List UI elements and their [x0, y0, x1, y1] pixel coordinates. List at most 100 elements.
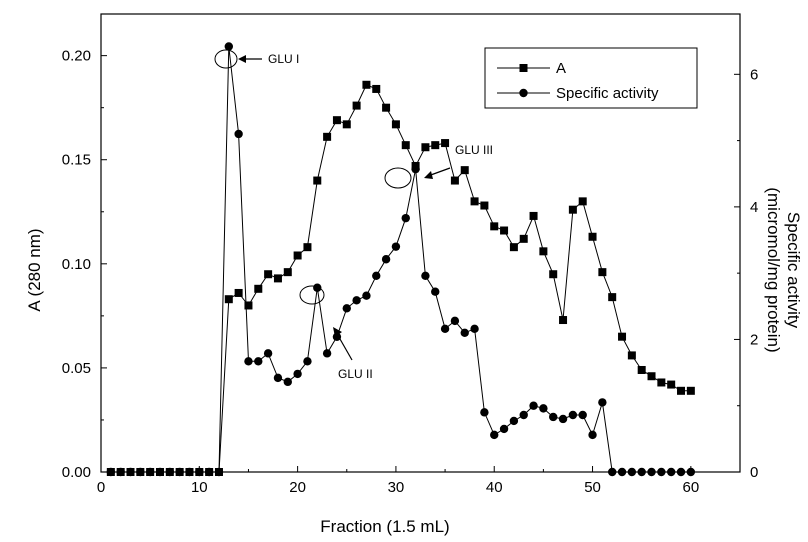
data-point-square [323, 132, 332, 141]
data-point-circle [214, 467, 224, 477]
glu-i-label: GLU I [268, 52, 299, 66]
data-point-square [273, 274, 282, 283]
glu-iii-label: GLU III [455, 143, 493, 157]
y-right-tick-label: 0 [750, 464, 758, 481]
data-point-circle [657, 467, 666, 477]
data-point-square [283, 268, 292, 277]
data-point-square [647, 372, 656, 381]
data-point-square [244, 301, 253, 310]
data-point-circle [637, 467, 646, 477]
data-point-circle [627, 467, 637, 477]
data-point-circle [352, 296, 361, 305]
data-point-square [441, 139, 450, 148]
data-point-circle [185, 467, 194, 477]
y-right-tick-label: 2 [750, 331, 758, 348]
data-point-circle [608, 467, 617, 477]
data-point-square [529, 211, 538, 220]
data-point-circle [549, 412, 558, 422]
y-right-tick-label: 6 [750, 66, 758, 83]
data-point-circle [490, 430, 499, 440]
data-point-square [352, 101, 361, 110]
plot-frame [100, 13, 741, 473]
data-point-circle [313, 283, 322, 292]
x-tick-label: 30 [388, 479, 405, 496]
data-point-square [332, 116, 341, 125]
data-point-circle [195, 467, 204, 477]
data-point-circle [244, 357, 253, 366]
x-tick-label: 50 [584, 479, 601, 496]
data-point-circle [450, 316, 460, 326]
data-point-square [313, 176, 322, 185]
data-point-square [608, 293, 617, 302]
y-left-axis-title: A (280 nm) [25, 228, 44, 311]
data-point-square [264, 270, 273, 279]
data-point-circle [470, 324, 479, 334]
data-point-circle [411, 164, 420, 174]
data-point-circle [421, 271, 430, 281]
series-layer [106, 42, 696, 477]
x-tick-label: 40 [486, 479, 503, 496]
y-right-tick-label: 4 [750, 199, 758, 216]
x-axis-title: Fraction (1.5 mL) [320, 517, 449, 536]
data-point-circle [342, 304, 351, 313]
data-point-circle [431, 287, 440, 296]
y-right-axis-title-line1: Specific activity [784, 212, 803, 329]
data-point-circle [686, 467, 696, 477]
data-point-circle [136, 467, 145, 477]
data-point-square [686, 386, 695, 395]
data-point-square [568, 205, 577, 214]
data-point-square [431, 141, 440, 150]
data-point-circle [617, 467, 627, 477]
data-point-circle [283, 377, 292, 387]
data-point-circle [165, 467, 175, 477]
x-tick-label: 60 [683, 479, 700, 496]
data-point-circle [145, 467, 155, 477]
glu-i-arrowhead [238, 55, 246, 63]
data-point-circle [204, 467, 214, 477]
data-point-circle [116, 467, 125, 477]
data-point-circle [509, 416, 519, 426]
data-point-circle [254, 357, 263, 366]
data-point-circle [519, 410, 528, 420]
data-point-square [342, 120, 351, 129]
data-point-circle [224, 42, 233, 51]
data-point-circle [588, 430, 597, 440]
glu-iii-circle [384, 167, 412, 189]
data-point-square [401, 141, 410, 150]
data-point-square [234, 288, 243, 297]
legend-marker-a [519, 64, 528, 72]
glu-ii-arrowhead [333, 327, 342, 337]
data-point-circle [175, 467, 184, 477]
data-point-square [657, 378, 666, 387]
data-point-square [559, 316, 568, 325]
data-point-circle [381, 255, 391, 264]
data-point-square [421, 143, 430, 152]
data-point-circle [460, 328, 469, 338]
legend-box [484, 47, 698, 109]
data-point-circle [106, 467, 116, 477]
data-point-circle [401, 213, 410, 223]
data-point-square [677, 386, 686, 395]
data-point-square [450, 176, 459, 185]
x-tick-label: 10 [191, 479, 208, 496]
data-point-circle [293, 369, 302, 379]
data-point-square [667, 380, 676, 389]
glu-ii-arrow [335, 331, 353, 361]
x-tick-label: 0 [97, 479, 105, 496]
data-point-circle [303, 357, 312, 366]
data-point-square [578, 197, 587, 206]
data-point-circle [263, 349, 273, 358]
data-point-square [549, 270, 558, 279]
glu-ii-circle [299, 285, 325, 305]
data-point-circle [499, 424, 509, 434]
data-point-square [637, 365, 646, 374]
x-tick-label: 20 [289, 479, 306, 496]
y-left-tick-label: 0.15 [62, 152, 91, 169]
data-point-circle [578, 410, 587, 420]
axis-ticks: 0 10 20 30 40 50 60 0.00 0.05 0.10 0.15 0.20 0 2 4 6 [62, 48, 759, 496]
data-point-square [490, 222, 499, 231]
data-point-square [362, 80, 371, 89]
annotation-glu-iii: GLU III [384, 143, 493, 189]
legend-marker-activity [519, 88, 528, 98]
